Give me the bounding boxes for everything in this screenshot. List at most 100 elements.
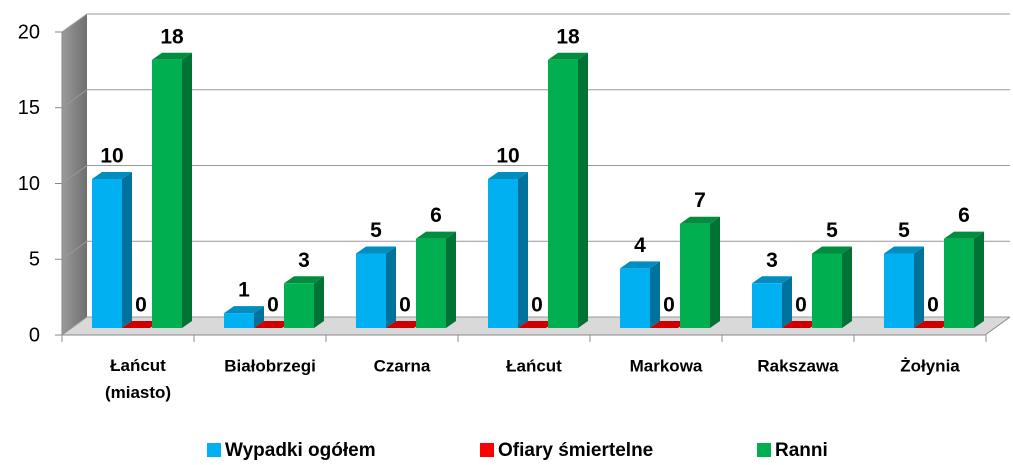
bar-side (122, 172, 132, 328)
legend-label: Wypadki ogółem (225, 440, 376, 461)
data-label: 0 (795, 294, 807, 317)
bar-top (752, 276, 792, 284)
bar (752, 276, 792, 328)
bar (284, 276, 324, 328)
x-tick-label: Rakszawa (757, 356, 839, 375)
bar-top (680, 216, 720, 224)
bar-front (548, 59, 578, 329)
bar-top (122, 321, 160, 328)
bar-top (650, 321, 688, 328)
data-label: 5 (826, 219, 838, 242)
bar-top (518, 321, 556, 328)
bar-top (92, 172, 132, 179)
bar-top (914, 321, 952, 328)
bar-top (812, 246, 852, 254)
bar (620, 261, 660, 328)
bar-top (254, 321, 292, 328)
bar-top (284, 276, 324, 284)
bar-front (356, 253, 386, 328)
bar-side (842, 246, 852, 328)
bar-top (386, 321, 424, 328)
bar-front (884, 253, 914, 328)
bar-side (182, 52, 192, 329)
bar-front (812, 253, 842, 328)
legend-swatch (757, 443, 771, 457)
data-label: 18 (160, 25, 184, 48)
bar-top (548, 52, 588, 60)
data-label: 0 (399, 294, 411, 317)
bar-side (314, 276, 324, 328)
bar-top (944, 231, 984, 239)
y-tick-label: 10 (18, 173, 40, 195)
legend-label: Ranni (775, 440, 828, 461)
bar-top (782, 321, 820, 328)
bar (782, 321, 820, 328)
bar-front (92, 179, 122, 328)
bar-front (680, 223, 710, 328)
bar (416, 231, 456, 328)
data-label: 6 (958, 204, 970, 227)
x-tick-label: Łańcut (506, 356, 562, 375)
bar-side (446, 231, 456, 328)
grid-line (61, 165, 1010, 184)
y-tick-label: 15 (18, 97, 40, 119)
bar (518, 321, 556, 328)
y-tick-label: 0 (29, 324, 40, 346)
bar-side (710, 216, 720, 328)
bar (224, 306, 264, 328)
x-tick-label: Łańcut (miasto) (105, 356, 171, 402)
bar (92, 172, 132, 328)
bar-side (650, 261, 660, 328)
bar-top (224, 306, 264, 314)
y-tick-label: 5 (29, 249, 40, 271)
data-label: 10 (496, 145, 519, 168)
x-tick-label: Białobrzegi (224, 356, 316, 375)
bar (548, 52, 588, 329)
bar-top (488, 172, 528, 179)
bar-front (752, 283, 782, 328)
bar-side (974, 231, 984, 328)
data-label: 0 (135, 294, 147, 317)
data-label: 6 (430, 204, 442, 227)
bar (356, 246, 396, 328)
bar-front (620, 268, 650, 328)
bar-side (782, 276, 792, 328)
bar (884, 246, 924, 328)
bar-side (578, 52, 588, 329)
x-tick-label: Żołynia (900, 356, 960, 375)
data-label: 1 (238, 279, 250, 302)
bar (944, 231, 984, 328)
bar (488, 172, 528, 328)
bar-front (284, 283, 314, 328)
bar-front (416, 238, 446, 328)
bar (386, 321, 424, 328)
y-tick-label: 20 (18, 21, 40, 43)
bar-top (356, 246, 396, 254)
data-label: 3 (298, 249, 310, 272)
bar-top (152, 52, 192, 60)
bar-side (914, 246, 924, 328)
data-label: 0 (267, 294, 279, 317)
data-label: 5 (898, 219, 910, 242)
grid-line (61, 240, 1010, 260)
data-label: 3 (766, 249, 778, 272)
data-label: 0 (927, 294, 939, 317)
bar (152, 52, 192, 329)
grid-line (61, 13, 1010, 33)
bar (680, 216, 720, 328)
data-label: 7 (694, 189, 706, 212)
legend-swatch (480, 443, 494, 457)
bar-side (386, 246, 396, 328)
bar-front (488, 179, 518, 328)
bar-front (152, 59, 182, 329)
bar-side (254, 306, 264, 328)
bar-side (518, 172, 528, 328)
x-tick-label: Czarna (374, 356, 431, 375)
floor-edge (984, 316, 1011, 336)
bar-top (620, 261, 660, 269)
legend-swatch (207, 443, 221, 457)
bar (254, 321, 292, 328)
data-label: 0 (531, 294, 543, 317)
data-label: 5 (370, 219, 382, 242)
